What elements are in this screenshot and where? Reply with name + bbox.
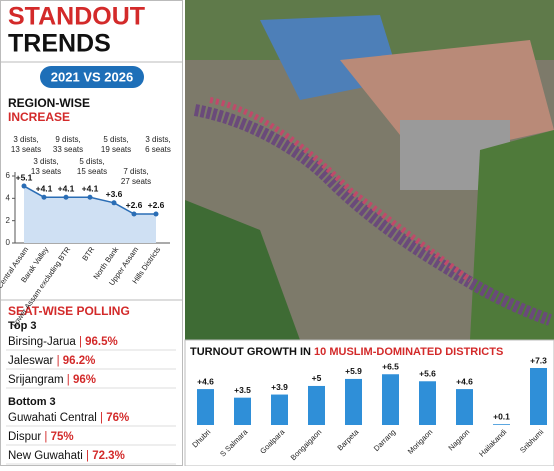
photo: [185, 0, 554, 340]
value-label: +2.6: [148, 200, 165, 210]
annotation: 9 dists,: [55, 135, 80, 144]
bar: [197, 389, 214, 425]
bar: [493, 424, 510, 425]
annotation: 13 seats: [31, 167, 61, 176]
value-label: +3.9: [271, 382, 288, 392]
chart-title: REGION-WISE: [8, 96, 90, 110]
seat-name: Srijangram: [8, 374, 64, 386]
seat-name: Jaleswar: [8, 355, 54, 367]
annotation: 15 seats: [77, 167, 107, 176]
header-title: TRENDS: [8, 30, 111, 58]
bar: [419, 381, 436, 425]
point: [131, 211, 137, 217]
bar: [530, 368, 547, 425]
seat-name: Guwahati Central: [8, 412, 97, 424]
value-label: +0.1: [493, 411, 510, 421]
point: [153, 211, 159, 217]
seat-turnout: 75%: [51, 431, 74, 443]
value-label: +3.5: [234, 385, 251, 395]
bar: [271, 394, 288, 425]
value-label: +4.6: [456, 376, 473, 386]
seat-row: New Guwahati | 72.3%: [8, 450, 125, 462]
seat-row: Dispur | 75%: [8, 431, 74, 443]
header-title: STANDOUT: [8, 3, 145, 31]
value-label: +5.1: [16, 172, 33, 182]
separator: |: [64, 374, 73, 386]
y-tick-label: 4: [6, 193, 11, 202]
separator: |: [83, 450, 92, 462]
annotation: 6 seats: [145, 145, 171, 154]
area: [24, 186, 156, 243]
value-label: +4.1: [58, 183, 75, 193]
section-title: SEAT-WISE POLLING: [8, 304, 130, 318]
separator: |: [76, 336, 85, 348]
value-label: +3.6: [106, 189, 123, 199]
value-label: +5.9: [345, 366, 362, 376]
value-label: +4.1: [36, 183, 53, 193]
seat-turnout: 72.3%: [92, 450, 125, 462]
value-label: +4.6: [197, 376, 214, 386]
point: [111, 200, 117, 206]
seat-turnout: 76%: [106, 412, 129, 424]
value-label: +4.1: [82, 183, 99, 193]
y-tick-label: 6: [6, 171, 11, 180]
separator: |: [97, 412, 106, 424]
annotation: 3 dists,: [145, 135, 170, 144]
value-label: +2.6: [126, 200, 143, 210]
chart-title-highlight: 10 MUSLIM-DOMINATED DISTRICTS: [314, 346, 503, 358]
seat-turnout: 96.5%: [85, 336, 118, 348]
group-label: Top 3: [8, 320, 37, 332]
value-label: +7.3: [530, 355, 547, 365]
seat-name: Dispur: [8, 431, 41, 443]
badge: [40, 66, 144, 88]
annotation: 27 seats: [121, 177, 151, 186]
seat-name: New Guwahati: [8, 450, 83, 462]
seat-turnout: 96.2%: [63, 355, 96, 367]
point: [87, 194, 93, 200]
value-label: +5.6: [419, 369, 436, 379]
annotation: 7 dists,: [123, 167, 148, 176]
annotation: 5 dists,: [103, 135, 128, 144]
bar: [456, 389, 473, 425]
annotation: 3 dists,: [33, 157, 58, 166]
chart-title: INCREASE: [8, 110, 70, 124]
chart-title: TURNOUT GROWTH IN 10 MUSLIM-DOMINATED DI…: [190, 346, 503, 358]
y-tick-label: 0: [6, 238, 11, 247]
bar: [382, 374, 399, 425]
annotation: 3 dists,: [13, 135, 38, 144]
separator: |: [41, 431, 50, 443]
seat-name: Birsing-Jarua: [8, 336, 76, 348]
chart-title-part: TURNOUT GROWTH IN: [190, 346, 311, 358]
annotation: 19 seats: [101, 145, 131, 154]
point: [21, 183, 27, 189]
group-label: Bottom 3: [8, 396, 56, 408]
seat-row: Birsing-Jarua | 96.5%: [8, 336, 118, 348]
point: [63, 194, 69, 200]
bar: [345, 378, 362, 425]
annotation: 13 seats: [11, 145, 41, 154]
value-label: +5: [312, 373, 322, 383]
bar: [308, 385, 325, 425]
seat-turnout: 96%: [73, 374, 96, 386]
value-label: +6.5: [382, 361, 399, 371]
annotation: 5 dists,: [79, 157, 104, 166]
bar: [234, 397, 251, 425]
seat-row: Srijangram | 96%: [8, 374, 96, 386]
badge-text: 2021 VS 2026: [51, 69, 133, 84]
annotation: 33 seats: [53, 145, 83, 154]
y-tick-label: 2: [6, 216, 11, 225]
point: [41, 194, 47, 200]
seat-row: Jaleswar | 96.2%: [8, 355, 95, 367]
separator: |: [53, 355, 62, 367]
seat-row: Guwahati Central | 76%: [8, 412, 129, 424]
